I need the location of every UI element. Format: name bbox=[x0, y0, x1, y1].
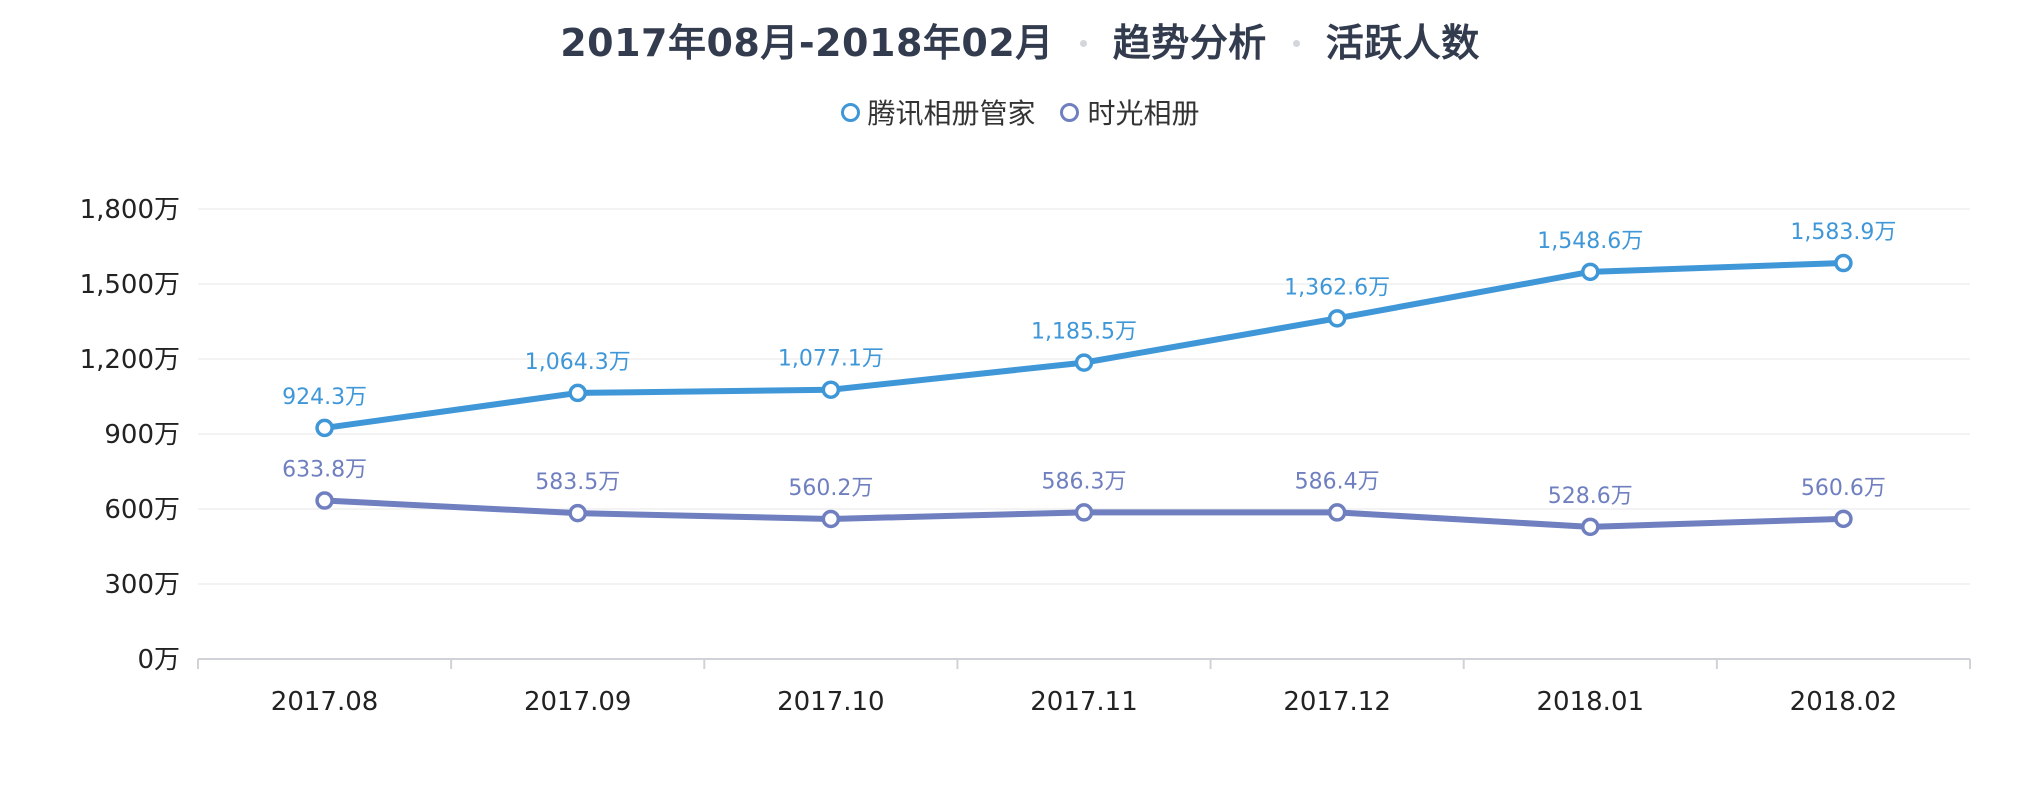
title-separator-dot bbox=[1079, 40, 1087, 47]
data-label: 1,077.1万 bbox=[778, 347, 884, 372]
data-label: 583.5万 bbox=[535, 470, 620, 495]
y-tick-label: 1,200万 bbox=[80, 345, 180, 375]
series-line bbox=[321, 260, 1847, 431]
y-tick-label: 1,500万 bbox=[80, 270, 180, 300]
x-tick-label: 2017.10 bbox=[777, 687, 885, 717]
title-metric: 活跃人数 bbox=[1325, 21, 1480, 65]
data-point bbox=[1327, 309, 1347, 328]
legend-item-shiguang[interactable]: 时光相册 bbox=[1060, 92, 1199, 132]
data-point bbox=[1581, 262, 1600, 282]
legend-marker-circle-icon bbox=[840, 102, 860, 122]
chart-legend: 腾讯相册管家 时光相册 bbox=[0, 92, 2040, 132]
data-label: 528.6万 bbox=[1548, 484, 1633, 509]
data-point bbox=[821, 380, 841, 399]
y-tick-label: 0万 bbox=[137, 645, 180, 675]
data-point bbox=[568, 503, 587, 523]
data-point bbox=[1834, 253, 1853, 273]
data-point bbox=[568, 383, 587, 403]
x-tick-label: 2017.12 bbox=[1283, 687, 1391, 717]
chart-title: 2017年08月-2018年02月 趋势分析 活跃人数 bbox=[0, 12, 2040, 67]
data-label: 1,064.3万 bbox=[525, 350, 631, 375]
data-point bbox=[1581, 517, 1600, 537]
data-point bbox=[1327, 503, 1347, 522]
data-point bbox=[1834, 509, 1853, 529]
x-tick-label: 2017.08 bbox=[271, 687, 379, 717]
data-label: 1,583.9万 bbox=[1790, 220, 1896, 245]
y-tick-label: 300万 bbox=[104, 570, 180, 600]
y-tick-label: 1,800万 bbox=[80, 195, 180, 225]
data-label: 924.3万 bbox=[282, 385, 367, 410]
data-label: 560.2万 bbox=[788, 476, 873, 501]
data-label: 1,362.6万 bbox=[1284, 275, 1390, 300]
title-period: 2017年08月-2018年02月 bbox=[560, 21, 1054, 65]
y-tick-label: 900万 bbox=[104, 420, 180, 450]
data-label: 1,548.6万 bbox=[1537, 229, 1643, 254]
data-label: 633.8万 bbox=[282, 458, 367, 483]
x-tick-label: 2018.01 bbox=[1537, 687, 1645, 717]
data-point bbox=[315, 418, 334, 438]
x-tick-label: 2017.11 bbox=[1030, 687, 1138, 717]
data-point bbox=[1074, 503, 1094, 522]
data-point bbox=[821, 509, 841, 529]
data-label: 560.6万 bbox=[1801, 476, 1886, 501]
title-section: 趋势分析 bbox=[1112, 21, 1267, 65]
legend-item-tencent[interactable]: 腾讯相册管家 bbox=[840, 92, 1036, 132]
data-label: 1,185.5万 bbox=[1031, 320, 1137, 345]
legend-marker-circle-icon bbox=[1060, 102, 1080, 122]
title-separator-dot bbox=[1292, 40, 1300, 47]
data-label: 586.4万 bbox=[1295, 469, 1380, 494]
x-tick-label: 2017.09 bbox=[524, 687, 632, 717]
data-point bbox=[315, 491, 334, 510]
x-tick-label: 2018.02 bbox=[1790, 687, 1898, 717]
y-tick-label: 600万 bbox=[104, 495, 180, 525]
legend-label: 时光相册 bbox=[1087, 97, 1200, 130]
data-label: 586.3万 bbox=[1042, 469, 1127, 494]
legend-label: 腾讯相册管家 bbox=[867, 97, 1036, 130]
data-point bbox=[1074, 353, 1094, 372]
